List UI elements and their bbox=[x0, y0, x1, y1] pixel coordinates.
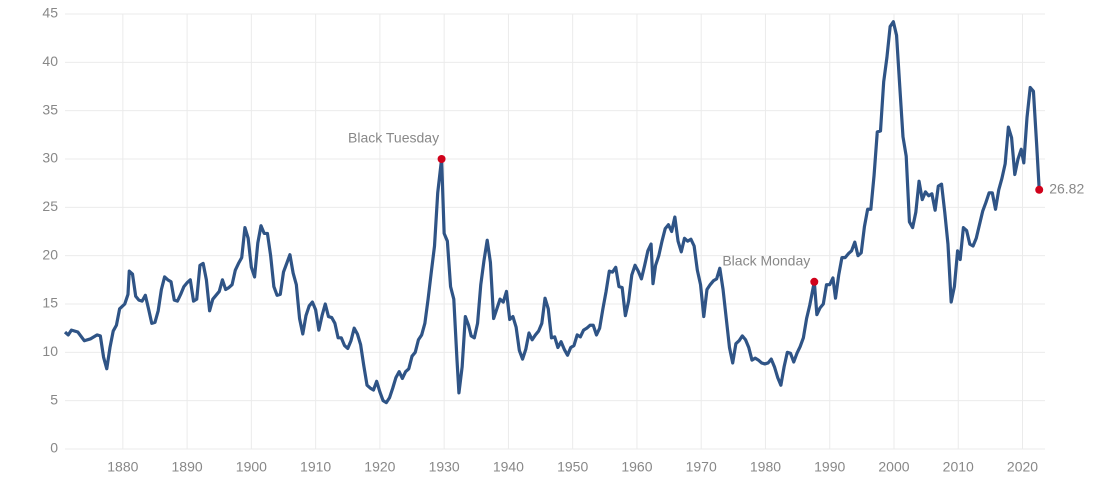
y-tick-label: 40 bbox=[42, 53, 58, 69]
y-tick-label: 5 bbox=[50, 391, 58, 407]
x-tick-label: 1960 bbox=[621, 459, 652, 475]
x-tick-label: 1930 bbox=[429, 459, 460, 475]
x-tick-label: 1990 bbox=[814, 459, 845, 475]
x-tick-label: 2020 bbox=[1007, 459, 1038, 475]
annotation-marker bbox=[437, 155, 446, 163]
annotation-marker bbox=[810, 277, 819, 286]
x-tick-label: 1880 bbox=[107, 459, 138, 475]
y-tick-label: 45 bbox=[42, 5, 58, 21]
x-tick-label: 1890 bbox=[172, 459, 203, 475]
y-tick-label: 35 bbox=[42, 101, 58, 117]
y-tick-label: 25 bbox=[42, 198, 58, 214]
x-tick-label: 1900 bbox=[236, 459, 267, 475]
y-tick-label: 15 bbox=[42, 295, 58, 311]
x-tick-label: 1910 bbox=[300, 459, 331, 475]
annotation-label: Black Tuesday bbox=[348, 130, 439, 146]
y-tick-label: 20 bbox=[42, 246, 58, 262]
x-tick-label: 2010 bbox=[943, 459, 974, 475]
x-tick-label: 1950 bbox=[557, 459, 588, 475]
annotation-marker bbox=[1035, 185, 1044, 194]
x-tick-label: 1970 bbox=[686, 459, 717, 475]
series-line bbox=[63, 20, 1041, 405]
y-tick-label: 0 bbox=[50, 440, 58, 456]
annotation-label: 26.82 bbox=[1049, 180, 1084, 196]
x-tick-label: 2000 bbox=[878, 459, 909, 475]
y-tick-label: 10 bbox=[42, 343, 58, 359]
annotation-label: Black Monday bbox=[722, 252, 810, 268]
x-tick-label: 1940 bbox=[493, 459, 524, 475]
y-tick-label: 30 bbox=[42, 150, 58, 166]
x-tick-label: 1920 bbox=[364, 459, 395, 475]
x-tick-label: 1980 bbox=[750, 459, 781, 475]
